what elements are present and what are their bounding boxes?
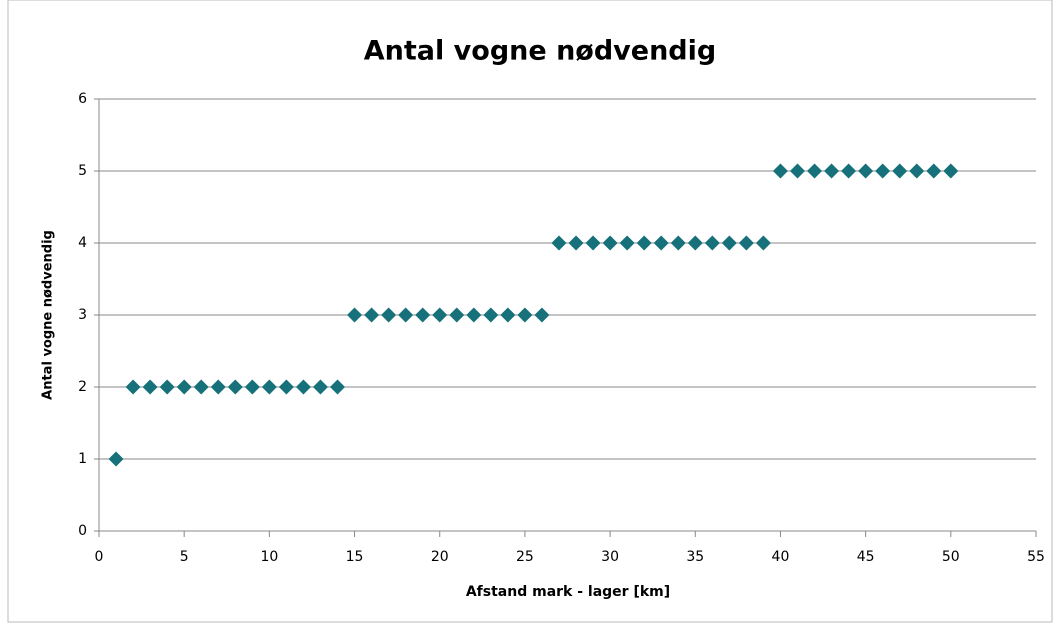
y-tick-label: 5: [78, 163, 87, 179]
point: [602, 235, 618, 251]
point: [534, 307, 550, 323]
point: [398, 307, 414, 323]
point: [108, 451, 124, 467]
point: [551, 235, 567, 251]
point: [415, 307, 431, 323]
point: [466, 307, 482, 323]
point: [125, 379, 141, 395]
point: [926, 163, 942, 179]
x-tick-label: 40: [772, 549, 790, 565]
point: [244, 379, 260, 395]
point: [364, 307, 380, 323]
point: [892, 163, 908, 179]
point: [636, 235, 652, 251]
y-tick-label: 0: [78, 523, 87, 539]
x-tick-label: 15: [346, 549, 364, 565]
point: [347, 307, 363, 323]
point: [142, 379, 158, 395]
x-tick-label: 30: [601, 549, 619, 565]
point: [159, 379, 175, 395]
y-tick-label: 4: [78, 235, 87, 251]
point: [568, 235, 584, 251]
point: [449, 307, 465, 323]
point: [619, 235, 635, 251]
y-tick-label: 3: [78, 307, 87, 323]
x-tick-label: 10: [260, 549, 278, 565]
x-tick-label: 45: [857, 549, 875, 565]
x-tick-label: 35: [686, 549, 704, 565]
x-tick-label: 20: [431, 549, 449, 565]
point: [909, 163, 925, 179]
point: [432, 307, 448, 323]
point: [278, 379, 294, 395]
point: [858, 163, 874, 179]
point: [824, 163, 840, 179]
point: [227, 379, 243, 395]
point: [670, 235, 686, 251]
point: [193, 379, 209, 395]
point: [585, 235, 601, 251]
point: [704, 235, 720, 251]
point: [330, 379, 346, 395]
point: [875, 163, 891, 179]
point: [500, 307, 516, 323]
y-tick-label: 6: [78, 91, 87, 107]
y-axis-title: Antal vogne nødvendig: [41, 230, 56, 400]
point: [738, 235, 754, 251]
point: [312, 379, 328, 395]
point: [789, 163, 805, 179]
chart-frame: [7, 0, 1053, 623]
y-tick-label: 2: [78, 379, 87, 395]
x-tick-label: 5: [180, 549, 189, 565]
point: [517, 307, 533, 323]
point: [841, 163, 857, 179]
point: [261, 379, 277, 395]
y-tick-label: 1: [78, 451, 87, 467]
point: [176, 379, 192, 395]
point: [772, 163, 788, 179]
point: [721, 235, 737, 251]
x-tick-label: 0: [95, 549, 104, 565]
point: [295, 379, 311, 395]
x-tick-label: 55: [1027, 549, 1045, 565]
point: [653, 235, 669, 251]
point: [755, 235, 771, 251]
chart-title: Antal vogne nødvendig: [364, 36, 716, 67]
point: [687, 235, 703, 251]
point: [807, 163, 823, 179]
x-axis-title: Afstand mark - lager [km]: [466, 584, 670, 600]
point: [943, 163, 959, 179]
point: [210, 379, 226, 395]
point: [381, 307, 397, 323]
point: [483, 307, 499, 323]
x-tick-label: 50: [942, 549, 960, 565]
x-tick-label: 25: [516, 549, 534, 565]
